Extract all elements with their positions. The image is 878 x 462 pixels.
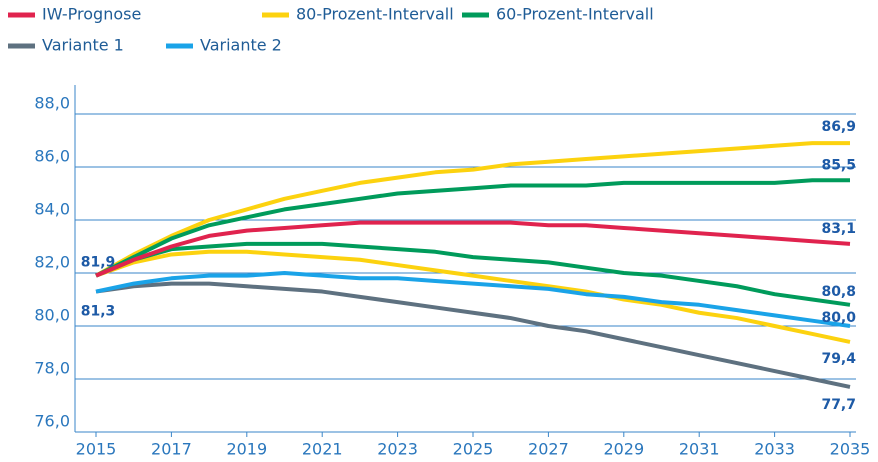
line <box>95 141 850 278</box>
x-tick-label: 2029 <box>603 440 644 459</box>
line <box>95 178 850 278</box>
y-tick-label: 84,0 <box>34 200 70 219</box>
x-tick-label: 2019 <box>226 440 267 459</box>
x-tick-label: 2015 <box>76 440 117 459</box>
value-label: 81,3 <box>81 304 116 320</box>
y-tick-label: 86,0 <box>34 147 70 166</box>
y-tick-label: 80,0 <box>34 306 70 325</box>
value-label: 81,9 <box>81 255 116 271</box>
value-label: 80,0 <box>821 310 856 326</box>
y-tick-label: 82,0 <box>34 253 70 272</box>
x-tick-label: 2033 <box>754 440 795 459</box>
x-tick-label: 2023 <box>377 440 418 459</box>
line <box>95 220 851 278</box>
value-label: 77,7 <box>821 397 856 413</box>
value-label: 80,8 <box>821 284 856 300</box>
x-tick-label: 2017 <box>151 440 192 459</box>
x-tick-label: 2031 <box>679 440 720 459</box>
legend-label: Variante 2 <box>200 36 282 55</box>
line <box>95 281 851 389</box>
line <box>95 241 851 307</box>
x-tick-label: 2021 <box>302 440 343 459</box>
value-label: 83,1 <box>821 221 856 237</box>
y-tick-label: 76,0 <box>34 412 70 431</box>
line <box>95 271 851 328</box>
y-tick-label: 78,0 <box>34 359 70 378</box>
value-label: 86,9 <box>821 119 856 135</box>
value-label: 85,5 <box>821 157 856 173</box>
legend-label: 80-Prozent-Intervall <box>296 5 454 24</box>
x-tick-label: 2025 <box>453 440 494 459</box>
x-tick-label: 2027 <box>528 440 569 459</box>
legend-label: IW-Prognose <box>42 5 141 24</box>
value-label: 79,4 <box>821 351 856 367</box>
line <box>95 249 851 344</box>
y-tick-label: 88,0 <box>34 94 70 113</box>
x-tick-label: 2035 <box>830 440 871 459</box>
legend-label: 60-Prozent-Intervall <box>496 5 654 24</box>
legend-label: Variante 1 <box>42 36 124 55</box>
